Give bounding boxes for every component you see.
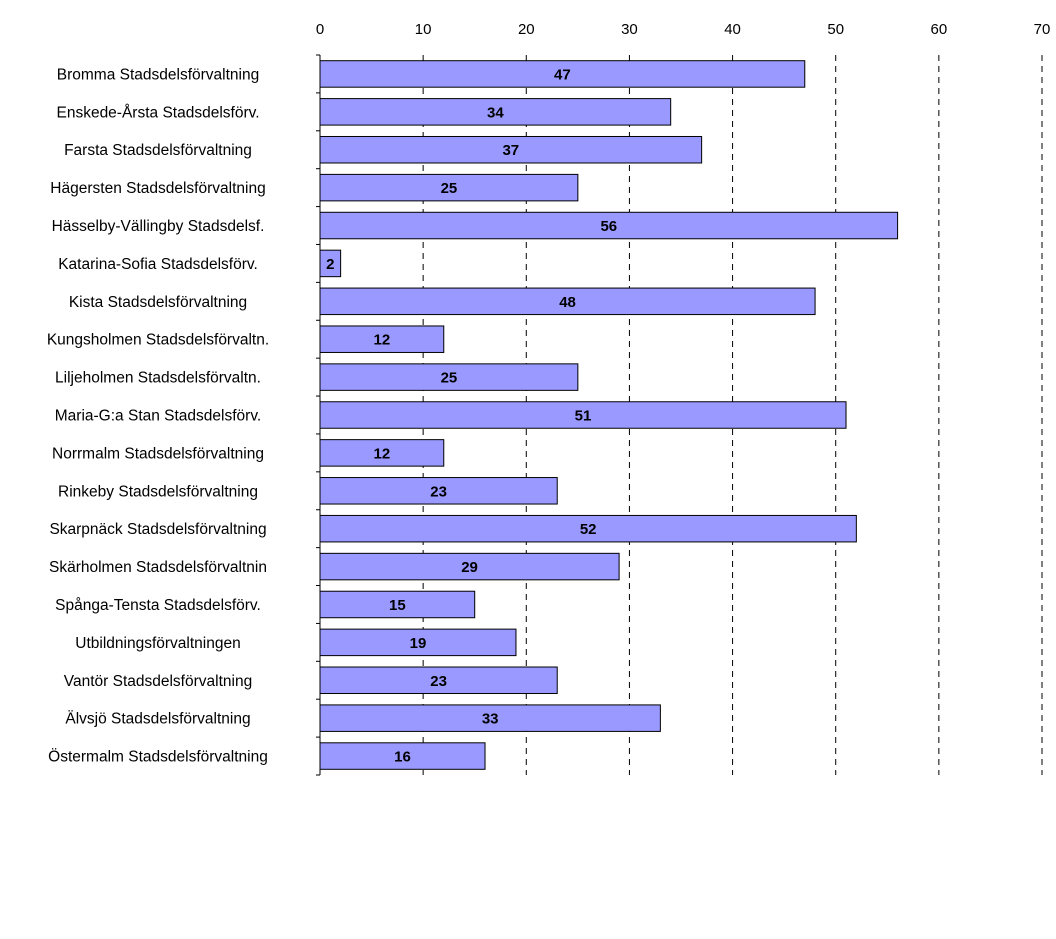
bar (319, 60, 806, 88)
category-label: Utbildningsförvaltningen (75, 635, 240, 652)
x-tick-label: 70 (1034, 21, 1051, 38)
x-tick-label: 40 (724, 21, 741, 38)
value-label: 37 (502, 142, 519, 159)
category-label: Hägersten Stadsdelsförvaltning (50, 180, 265, 197)
labels: 0 10 20 30 40 50 60 70 Bromma Stadsdelsförvaltni… (47, 21, 1051, 766)
bar (319, 590, 476, 619)
category-label: Bromma Stadsdelsförvaltning (57, 66, 259, 83)
value-label: 15 (389, 597, 406, 614)
bar (319, 401, 847, 429)
category-label: Liljeholmen Stadsdelsförvaltn. (55, 370, 261, 387)
bar (319, 514, 857, 543)
x-tick-label: 20 (518, 21, 535, 38)
value-label: 12 (374, 445, 391, 462)
value-label: 2 (326, 256, 334, 273)
category-label: Kista Stadsdelsförvaltning (69, 294, 247, 311)
bar (319, 477, 558, 505)
x-tick-label: 60 (931, 21, 948, 38)
category-label: Hässelby-Vällingby Stadsdelsf. (52, 218, 265, 235)
bar (319, 439, 445, 467)
category-label: Östermalm Stadsdelsförvaltning (48, 748, 268, 766)
bar (319, 249, 342, 278)
category-label: Katarina-Sofia Stadsdelsförv. (58, 256, 258, 273)
value-label: 12 (374, 332, 391, 349)
value-label: 33 (482, 711, 499, 728)
x-tick-label: 30 (621, 21, 638, 38)
bar (319, 211, 899, 240)
category-label: Skärholmen Stadsdelsförvaltnin (49, 559, 267, 576)
category-label: Vantör Stadsdelsförvaltning (64, 673, 252, 690)
bar (319, 173, 579, 202)
bar (319, 287, 816, 316)
bar (319, 742, 486, 770)
bar (319, 363, 579, 391)
bar (319, 98, 672, 126)
value-label: 47 (554, 66, 571, 83)
value-label: 29 (461, 559, 478, 576)
category-label: Spånga-Tensta Stadsdelsförv. (55, 597, 261, 614)
value-label: 25 (441, 180, 458, 197)
value-label: 23 (430, 673, 447, 690)
value-label: 52 (580, 521, 597, 538)
category-label: Farsta Stadsdelsförvaltning (64, 142, 252, 159)
category-label: Norrmalm Stadsdelsförvaltning (52, 445, 264, 462)
category-label: Maria-G:a Stan Stadsdelsförv. (55, 408, 261, 425)
value-label: 51 (575, 408, 592, 425)
category-label: Rinkeby Stadsdelsförvaltning (58, 483, 258, 500)
bar (319, 325, 445, 353)
bars (319, 60, 899, 770)
category-label: Kungsholmen Stadsdelsförvaltn. (47, 332, 269, 349)
category-label: Älvsjö Stadsdelsförvaltning (65, 711, 250, 728)
x-tick-label: 10 (415, 21, 432, 38)
value-label: 25 (441, 370, 458, 387)
category-label: Skarpnäck Stadsdelsförvaltning (49, 521, 266, 538)
bar (319, 135, 703, 164)
value-label: 56 (600, 218, 617, 235)
category-label: Enskede-Årsta Stadsdelsförv. (56, 104, 259, 121)
value-label: 16 (394, 749, 411, 766)
bar (319, 666, 558, 695)
bar (319, 704, 661, 732)
value-label: 23 (430, 483, 447, 500)
value-label: 34 (487, 104, 504, 121)
bar (319, 552, 620, 581)
value-label: 48 (559, 294, 576, 311)
value-label: 19 (410, 635, 427, 652)
x-tick-label: 50 (827, 21, 844, 38)
bar (319, 628, 517, 657)
axes (316, 54, 321, 776)
x-tick-label: 0 (316, 21, 324, 38)
